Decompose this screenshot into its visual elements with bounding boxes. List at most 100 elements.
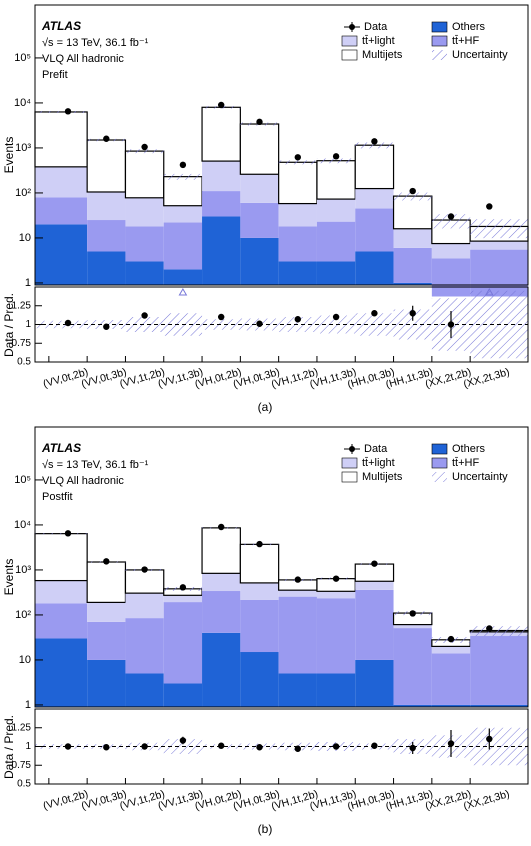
stack-segment	[278, 203, 317, 227]
data-point	[332, 153, 340, 160]
stack-segment	[470, 241, 528, 250]
y-tick-label: 10²	[15, 609, 31, 621]
legend-label: Multijets	[362, 471, 403, 483]
stack-segment	[393, 228, 432, 248]
ratio-point	[486, 735, 493, 743]
stack-segment	[393, 628, 432, 705]
stack-segment	[431, 243, 471, 259]
uncertainty-band	[278, 160, 317, 165]
stack-segment	[125, 593, 164, 619]
stack-segment	[354, 144, 395, 190]
legend-label: tt̄+HF	[452, 457, 479, 469]
stack-segment	[35, 224, 88, 285]
data-point	[486, 203, 493, 210]
stack-segment	[125, 261, 164, 285]
stack-segment	[355, 188, 394, 209]
stack-segment	[163, 205, 203, 223]
stack-segment	[316, 261, 356, 285]
caption: (a)	[258, 400, 273, 414]
stack-segment	[316, 221, 356, 262]
stack-segment	[87, 220, 126, 252]
experiment-label: ATLAS	[41, 19, 81, 33]
data-point	[256, 118, 263, 126]
uncertainty-band	[163, 173, 203, 180]
ratio-y-tick-label: 0.5	[17, 357, 31, 368]
legend-swatch	[432, 472, 447, 482]
y-tick-label: 10	[19, 654, 31, 666]
uncertainty-band	[393, 192, 432, 201]
ratio-y-tick-label: 1	[25, 741, 31, 752]
stack-segment	[86, 561, 127, 603]
ratio-point	[103, 323, 110, 330]
stack-segment	[316, 673, 356, 707]
stack-segment	[470, 704, 528, 707]
legend-label: Others	[452, 443, 486, 455]
ratio-uncertainty-band	[125, 317, 164, 332]
legend-swatch	[432, 50, 447, 60]
stack-segment	[202, 573, 241, 592]
uncertainty-band	[35, 111, 88, 113]
main-frame	[34, 426, 529, 708]
data-point	[141, 566, 148, 573]
stack-segment	[393, 282, 432, 285]
stack-segment	[278, 261, 317, 285]
ratio-point	[294, 745, 301, 752]
stack-segment	[278, 596, 317, 674]
stack-segment	[86, 139, 127, 193]
ratio-y-tick-label: 0.75	[12, 760, 32, 771]
ratio-point	[256, 744, 263, 751]
stack-segment	[201, 106, 241, 162]
data-point	[447, 635, 455, 643]
stage-label: Prefit	[42, 69, 68, 81]
stack-segment	[163, 683, 203, 707]
stack-segment	[278, 590, 317, 597]
ratio-y-tick-label: 1.25	[12, 300, 32, 311]
data-point	[409, 187, 416, 195]
legend-label: tt̄+HF	[452, 35, 479, 47]
legend-swatch	[431, 21, 448, 33]
ratio-axis-title: Data / Pred.	[2, 715, 16, 779]
legend-label: Uncertainty	[452, 49, 508, 61]
ratio-uncertainty-band	[35, 320, 88, 329]
stack-segment	[393, 704, 432, 707]
data-point	[179, 161, 187, 169]
legend-swatch	[431, 457, 448, 469]
stack-segment	[35, 603, 88, 639]
stack-segment	[355, 208, 394, 252]
stack-segment	[124, 569, 165, 594]
stack-segment	[163, 595, 203, 603]
stack-segment	[125, 197, 164, 227]
stack-segment	[470, 636, 528, 705]
legend-swatch	[341, 471, 358, 483]
legend-label: Uncertainty	[452, 471, 508, 483]
stack-segment	[34, 533, 88, 582]
uncertainty-band	[470, 219, 528, 239]
y-axis-title: Events	[2, 137, 16, 174]
legend-label: tt̄+light	[362, 35, 395, 47]
data-point	[332, 575, 340, 582]
stack-segment	[316, 160, 356, 200]
stack-segment	[163, 222, 203, 270]
caption: (b)	[258, 822, 273, 836]
panel: (VV,0t,2b)(VV,0t,3b)(VV,1t,2b)(VV,1t,3b)…	[2, 426, 529, 836]
ratio-point	[371, 310, 378, 317]
legend-swatch	[341, 49, 358, 61]
stack-segment	[240, 652, 279, 707]
stack-segment	[316, 598, 356, 674]
ratio-point	[294, 316, 301, 323]
stack-segment	[355, 659, 394, 707]
panel: (VV,0t,2b)(VV,0t,3b)(VV,1t,2b)(VV,1t,3b)…	[2, 4, 529, 414]
ratio-point	[64, 319, 72, 327]
y-tick-label: 10³	[15, 142, 31, 154]
legend-label: Multijets	[362, 49, 403, 61]
stack-segment	[87, 602, 126, 622]
stack-segment	[316, 199, 356, 222]
stack-segment	[431, 258, 471, 297]
stack-segment	[431, 653, 471, 705]
channel-label: VLQ All hadronic	[42, 475, 124, 487]
data-point	[409, 610, 416, 617]
ratio-y-tick-label: 0.75	[12, 338, 32, 349]
legend-label: Data	[364, 21, 388, 33]
stack-segment	[470, 249, 528, 297]
uncertainty-band	[355, 142, 394, 149]
